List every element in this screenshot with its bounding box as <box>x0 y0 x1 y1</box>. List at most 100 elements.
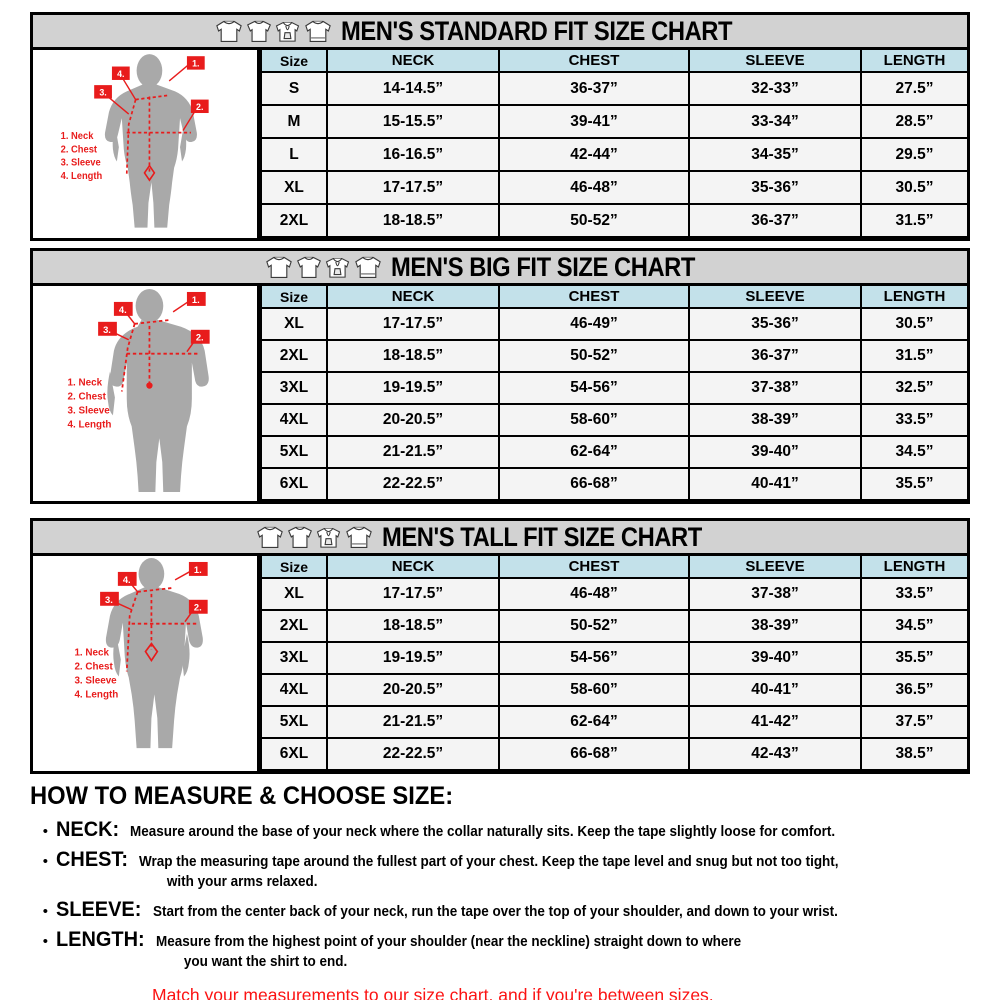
cell-size: XL <box>260 307 328 341</box>
standard-fit-title-bar: MEN'S STANDARD FIT SIZE CHART <box>30 12 970 50</box>
cell-neck: 19-19.5” <box>326 641 500 675</box>
table-row: XL 17-17.5” 46-48” 37-38” 33.5” <box>260 577 967 611</box>
svg-text:4. Length: 4. Length <box>74 689 118 700</box>
svg-text:3.: 3. <box>103 324 111 335</box>
column-header-neck: NECK <box>326 286 500 309</box>
cell-neck: 20-20.5” <box>326 673 500 707</box>
column-header-length: LENGTH <box>860 50 967 73</box>
bullet-icon: • <box>42 853 48 870</box>
table-row: 4XL 20-20.5” 58-60” 40-41” 36.5” <box>260 673 967 707</box>
tall-fit-rows: XL 17-17.5” 46-48” 37-38” 33.5” 2XL 18-18.5” 50… <box>260 577 967 771</box>
svg-text:1. Neck: 1. Neck <box>61 131 94 142</box>
cell-chest: 36-37” <box>498 71 690 106</box>
cell-length: 34.5” <box>860 609 967 643</box>
cell-length: 35.5” <box>860 641 967 675</box>
big-fit-body-diagram: 1. 2. 3. 4. 1. Neck 2. Chest 3. Sleeve 4… <box>33 286 260 501</box>
table-row: 5XL 21-21.5” 62-64” 39-40” 34.5” <box>260 435 967 469</box>
column-header-size: Size <box>260 50 328 73</box>
cell-neck: 17-17.5” <box>326 307 500 341</box>
big-fit-title: MEN'S BIG FIT SIZE CHART <box>390 251 695 282</box>
standard-fit-rows: S 14-14.5” 36-37” 32-33” 27.5” M 15-15.5” 39-41… <box>260 71 967 238</box>
cell-chest: 46-49” <box>498 307 690 341</box>
column-header-neck: NECK <box>326 50 500 73</box>
table-row: 3XL 19-19.5” 54-56” 37-38” 32.5” <box>260 371 967 405</box>
cell-size: 4XL <box>260 403 328 437</box>
cell-sleeve: 35-36” <box>688 170 862 205</box>
cell-chest: 39-41” <box>498 104 690 139</box>
svg-text:2.: 2. <box>196 332 204 343</box>
table-row: L 16-16.5” 42-44” 34-35” 29.5” <box>260 137 967 172</box>
cell-length: 29.5” <box>860 137 967 172</box>
cell-sleeve: 38-39” <box>688 403 862 437</box>
cell-size: 6XL <box>260 737 328 771</box>
svg-text:4.: 4. <box>117 69 124 79</box>
table-row: 4XL 20-20.5” 58-60” 38-39” 33.5” <box>260 403 967 437</box>
cell-neck: 22-22.5” <box>326 467 500 501</box>
svg-text:1. Neck: 1. Neck <box>68 378 103 389</box>
measure-description-line-1: Measure around the base of your neck whe… <box>129 824 835 840</box>
table-header-row: Size NECK CHEST SLEEVE LENGTH <box>260 50 967 73</box>
cell-size: XL <box>260 170 328 205</box>
cell-neck: 18-18.5” <box>326 339 500 373</box>
svg-text:4.: 4. <box>119 304 127 315</box>
garment-icons <box>264 254 383 280</box>
hoodie-icon <box>276 22 300 42</box>
table-row: 6XL 22-22.5” 66-68” 40-41” 35.5” <box>260 467 967 501</box>
note-line-1: Match your measurements to our size char… <box>152 985 714 1000</box>
measure-instruction-item: • LENGTH: Measure from the highest point o… <box>30 928 990 972</box>
garment-icons <box>214 18 333 44</box>
table-row: S 14-14.5” 36-37” 32-33” 27.5” <box>260 71 967 106</box>
cell-chest: 46-48” <box>498 170 690 205</box>
cell-length: 34.5” <box>860 435 967 469</box>
svg-text:2. Chest: 2. Chest <box>68 391 107 402</box>
cell-sleeve: 38-39” <box>688 609 862 643</box>
measure-description-line-1: Start from the center back of your neck,… <box>152 904 838 920</box>
cell-size: 3XL <box>260 371 328 405</box>
cell-size: 5XL <box>260 435 328 469</box>
cell-sleeve: 39-40” <box>688 641 862 675</box>
svg-text:2.: 2. <box>196 102 203 112</box>
tall-fit-title-bar: MEN'S TALL FIT SIZE CHART <box>30 518 970 556</box>
table-row: 2XL 18-18.5” 50-52” 36-37” 31.5” <box>260 339 967 373</box>
cell-neck: 15-15.5” <box>326 104 500 139</box>
tall-fit-table-wrap: Size NECK CHEST SLEEVE LENGTH XL 17-17.5”… <box>260 556 967 771</box>
column-header-neck: NECK <box>326 556 500 579</box>
cell-sleeve: 34-35” <box>688 137 862 172</box>
svg-text:1.: 1. <box>194 564 202 575</box>
table-row: XL 17-17.5” 46-48” 35-36” 30.5” <box>260 170 967 205</box>
measure-description-line-2: with your arms relaxed. <box>166 874 318 890</box>
cell-neck: 22-22.5” <box>326 737 500 771</box>
measure-instruction-item: • SLEEVE: Start from the center back of yo… <box>30 898 990 922</box>
cell-sleeve: 36-37” <box>688 203 862 238</box>
big-fit-panel: MEN'S BIG FIT SIZE CHART <box>30 248 970 504</box>
cell-length: 30.5” <box>860 170 967 205</box>
standard-fit-table: Size NECK CHEST SLEEVE LENGTH S 14-14.5” 3… <box>260 50 967 238</box>
cell-neck: 21-21.5” <box>326 435 500 469</box>
sweatshirt-icon <box>345 526 372 548</box>
standard-fit-body: 1. 2. 3. 4. 1. Neck 2. Chest 3. Sleeve 4… <box>30 50 970 241</box>
cell-neck: 21-21.5” <box>326 705 500 739</box>
cell-neck: 14-14.5” <box>326 71 500 106</box>
cell-chest: 66-68” <box>498 467 690 501</box>
svg-text:2.: 2. <box>194 602 202 613</box>
big-fit-title-bar: MEN'S BIG FIT SIZE CHART <box>30 248 970 286</box>
cell-chest: 58-60” <box>498 403 690 437</box>
cell-sleeve: 41-42” <box>688 705 862 739</box>
cell-length: 33.5” <box>860 577 967 611</box>
cell-size: 6XL <box>260 467 328 501</box>
cell-sleeve: 37-38” <box>688 577 862 611</box>
bullet-icon: • <box>42 823 48 840</box>
cell-chest: 50-52” <box>498 339 690 373</box>
big-fit-table-wrap: Size NECK CHEST SLEEVE LENGTH XL 17-17.5”… <box>260 286 967 501</box>
svg-text:1.: 1. <box>192 58 199 68</box>
cell-chest: 62-64” <box>498 705 690 739</box>
measure-description: Measure from the highest point of your s… <box>156 932 741 972</box>
cell-sleeve: 39-40” <box>688 435 862 469</box>
measure-instruction-item: • CHEST: Wrap the measuring tape around th… <box>30 848 990 892</box>
column-header-chest: CHEST <box>498 286 690 309</box>
svg-text:3. Sleeve: 3. Sleeve <box>68 405 111 416</box>
svg-text:4.: 4. <box>123 574 131 585</box>
cell-chest: 50-52” <box>498 203 690 238</box>
cell-size: L <box>260 137 328 172</box>
